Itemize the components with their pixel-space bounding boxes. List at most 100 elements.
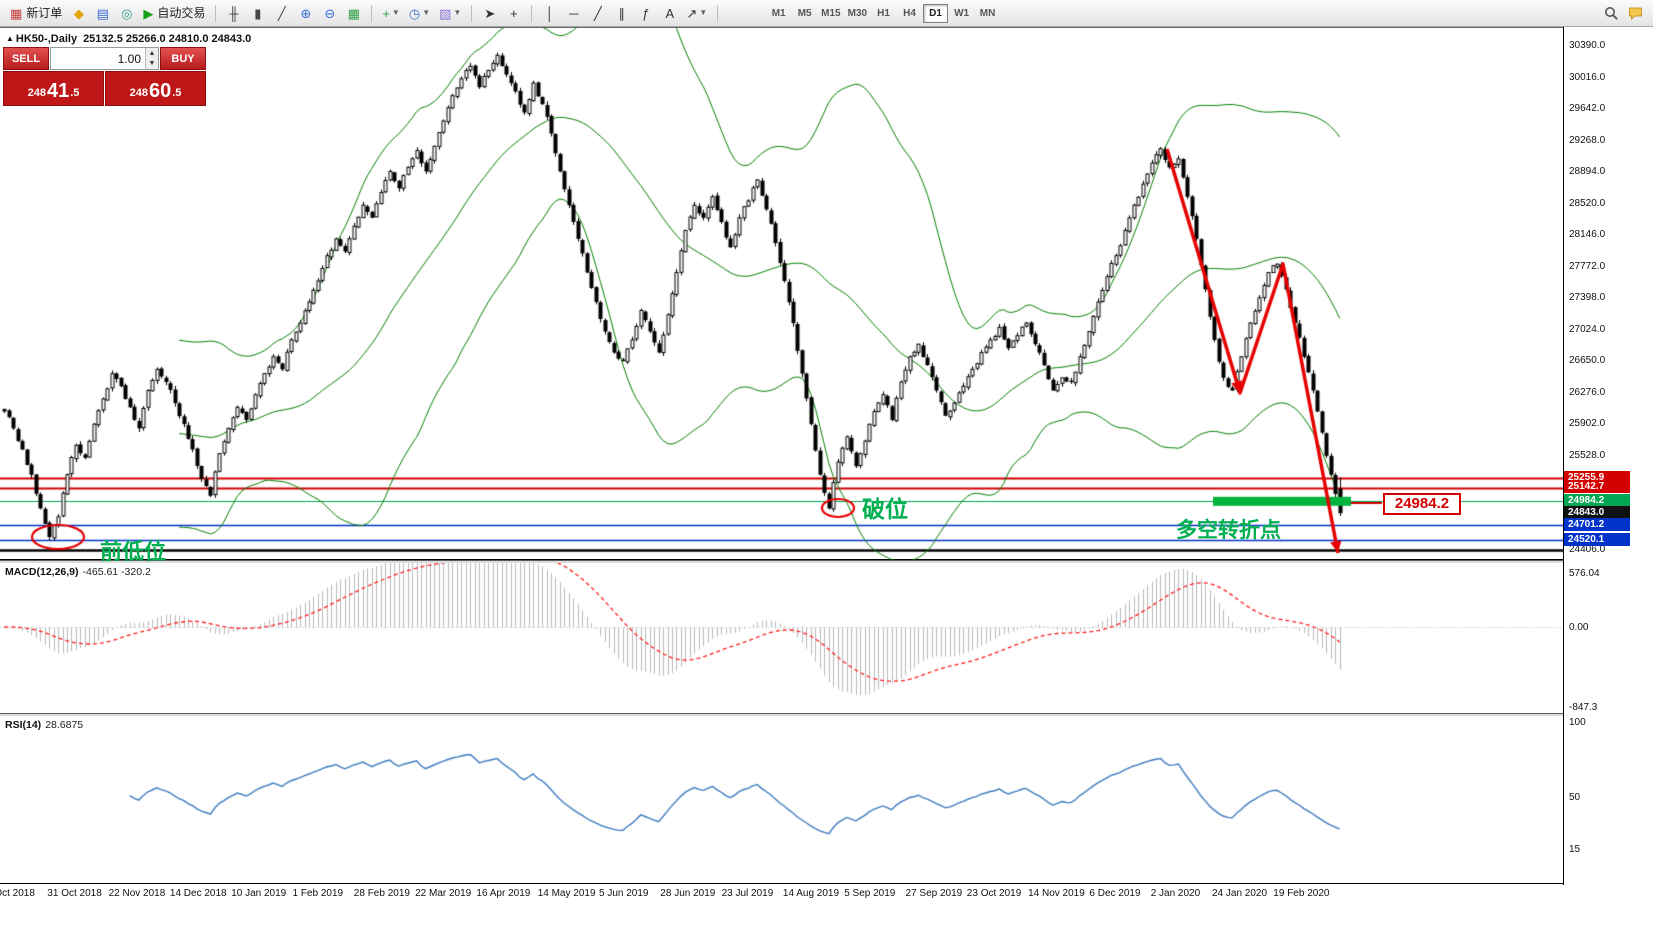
channel-button[interactable]: ∥ bbox=[610, 2, 633, 24]
price-chart-panel: ▲ HK50-,Daily 25132.5 25266.0 24810.0 2484… bbox=[0, 27, 1563, 565]
annotation-breakout: 破位 bbox=[862, 497, 908, 523]
price-axis-label: 28894.0 bbox=[1569, 166, 1606, 177]
autotrading-button[interactable]: ▶ 自动交易 bbox=[139, 2, 209, 24]
panel-splitter[interactable] bbox=[0, 560, 1563, 563]
timeframe-MN[interactable]: MN bbox=[979, 7, 996, 19]
macd-panel: MACD(12,26,9) -465.61 -320.2 bbox=[0, 563, 1563, 713]
price-axis-label: 26650.0 bbox=[1569, 355, 1606, 366]
macd-label: MACD(12,26,9) -465.61 -320.2 bbox=[5, 566, 151, 578]
navigator-button[interactable]: ◎ bbox=[115, 2, 138, 24]
crosshair-button[interactable]: + bbox=[502, 2, 525, 24]
tile-windows-button[interactable]: ▦ bbox=[342, 2, 365, 24]
candlestick-chart-button[interactable]: ▮ bbox=[246, 2, 269, 24]
toolbar-separator bbox=[371, 4, 373, 22]
date-label: 10 Jan 2019 bbox=[231, 888, 287, 899]
price-axis-label: 28146.0 bbox=[1569, 229, 1606, 240]
templates-icon: ▧ bbox=[439, 5, 452, 21]
indicators-icon: + bbox=[382, 5, 390, 21]
horizontal-line-button[interactable]: ─ bbox=[562, 2, 585, 24]
data-window-button[interactable]: ▤ bbox=[91, 2, 114, 24]
macd-axis-label: 576.04 bbox=[1569, 567, 1600, 579]
macd-canvas[interactable] bbox=[0, 563, 1563, 713]
price-axis[interactable]: 30390.0 30016.0 29642.0 29268.0 28894.0 28520… bbox=[1563, 27, 1653, 885]
price-chart-canvas[interactable] bbox=[0, 28, 1563, 561]
date-label: 22 Nov 2018 bbox=[108, 888, 166, 899]
timeframe-W1[interactable]: W1 bbox=[954, 7, 970, 19]
macd-name: MACD(12,26,9) bbox=[5, 566, 79, 578]
timeframe-M1[interactable]: M1 bbox=[771, 7, 786, 19]
zoom-out-button[interactable]: ⊖ bbox=[318, 2, 341, 24]
zoom-in-icon: ⊕ bbox=[300, 5, 312, 21]
timeframe-H1[interactable]: H1 bbox=[877, 7, 890, 19]
cursor-icon: ➤ bbox=[484, 5, 496, 21]
price-digits: .5 bbox=[70, 86, 80, 99]
date-label: 28 Jun 2019 bbox=[660, 888, 716, 899]
timeframe-M5[interactable]: M5 bbox=[797, 7, 812, 19]
zoom-in-button[interactable]: ⊕ bbox=[294, 2, 317, 24]
periods-icon: ◷ bbox=[408, 5, 421, 21]
price-axis-label: 30016.0 bbox=[1569, 71, 1606, 83]
line-chart-button[interactable]: ╱ bbox=[270, 2, 293, 24]
price-tag: 24520.1 bbox=[1564, 532, 1630, 546]
price-axis-label: 27772.0 bbox=[1569, 260, 1606, 272]
search-button[interactable] bbox=[1600, 2, 1623, 24]
new-order-icon: ▦ bbox=[10, 5, 23, 21]
trendline-button[interactable]: ╱ bbox=[586, 2, 609, 24]
one-click-trade-panel: SELL 1.00 ▲ ▼ BUY 248 41.5 248 60.5 bbox=[3, 47, 206, 106]
toolbar-separator bbox=[531, 4, 533, 22]
timeframe-D1[interactable]: D1 bbox=[923, 3, 949, 23]
cursor-button[interactable]: ➤ bbox=[478, 2, 501, 24]
volume-up-button[interactable]: ▲ bbox=[146, 48, 158, 59]
crosshair-icon: + bbox=[510, 5, 518, 21]
chart-ohlc: 25132.5 25266.0 24810.0 24843.0 bbox=[83, 33, 252, 45]
timeframe-M15[interactable]: M15 bbox=[821, 7, 841, 19]
bar-chart-button[interactable]: ╫ bbox=[222, 2, 245, 24]
timeframe-group: M1 M5 M15 M30 H1 H4 D1 W1 MN bbox=[766, 3, 1000, 23]
fibonacci-button[interactable]: ƒ bbox=[634, 2, 657, 24]
arrows-icon: ↗ bbox=[686, 5, 698, 21]
date-label: 1 Feb 2019 bbox=[292, 888, 344, 899]
templates-button-dropdown-icon: ▼ bbox=[453, 8, 462, 17]
price-axis-label: 28520.0 bbox=[1569, 197, 1606, 209]
rsi-canvas[interactable] bbox=[0, 716, 1563, 884]
price-axis-label: 29642.0 bbox=[1569, 103, 1606, 114]
date-label: 6 Dec 2019 bbox=[1089, 888, 1141, 899]
buy-price-display[interactable]: 248 60.5 bbox=[105, 71, 206, 106]
chart-symbol-period: HK50-,Daily bbox=[15, 33, 78, 45]
trendline-icon: ╱ bbox=[593, 5, 602, 21]
volume-field[interactable]: 1.00 ▲ ▼ bbox=[50, 47, 159, 70]
text-button[interactable]: A bbox=[658, 2, 681, 24]
vertical-line-button[interactable]: │ bbox=[538, 2, 561, 24]
date-label: 14 May 2019 bbox=[537, 888, 596, 899]
rsi-axis-label: 15 bbox=[1569, 843, 1581, 855]
panel-splitter[interactable] bbox=[0, 713, 1563, 716]
sell-price-display[interactable]: 248 41.5 bbox=[3, 71, 104, 106]
periods-button[interactable]: ◷ ▼ bbox=[405, 2, 434, 24]
timeframe-M30[interactable]: M30 bbox=[847, 7, 868, 19]
tile-windows-icon: ▦ bbox=[347, 5, 360, 21]
indicators-button[interactable]: + ▼ bbox=[378, 2, 404, 24]
community-button[interactable] bbox=[1624, 2, 1647, 24]
macd-axis-label: -847.3 bbox=[1569, 701, 1598, 713]
bar-chart-icon: ╫ bbox=[229, 5, 239, 21]
candlestick-chart-icon: ▮ bbox=[254, 5, 262, 21]
price-axis-label: 27398.0 bbox=[1569, 292, 1606, 303]
periods-button-dropdown-icon: ▼ bbox=[422, 8, 431, 17]
date-label: 19 Feb 2020 bbox=[1273, 888, 1330, 899]
timeframe-H4[interactable]: H4 bbox=[903, 7, 916, 19]
market-watch-button[interactable]: ◆ bbox=[67, 2, 90, 24]
sell-button[interactable]: SELL bbox=[3, 47, 49, 70]
price-tag: 25142.7 bbox=[1564, 480, 1630, 494]
line-chart-icon: ╱ bbox=[277, 5, 286, 21]
arrows-button[interactable]: ↗ ▼ bbox=[682, 2, 711, 24]
buy-button[interactable]: BUY bbox=[160, 47, 206, 70]
autotrading-button-label: 自动交易 bbox=[157, 6, 206, 20]
templates-button[interactable]: ▧ ▼ bbox=[435, 2, 465, 24]
date-label: 14 Dec 2018 bbox=[169, 888, 227, 899]
text-icon: A bbox=[665, 5, 675, 21]
date-label: 28 Feb 2019 bbox=[353, 888, 410, 899]
volume-down-button[interactable]: ▼ bbox=[146, 58, 158, 69]
new-order-button[interactable]: ▦ 新订单 bbox=[6, 2, 66, 24]
price-axis-label: 30390.0 bbox=[1569, 40, 1606, 51]
